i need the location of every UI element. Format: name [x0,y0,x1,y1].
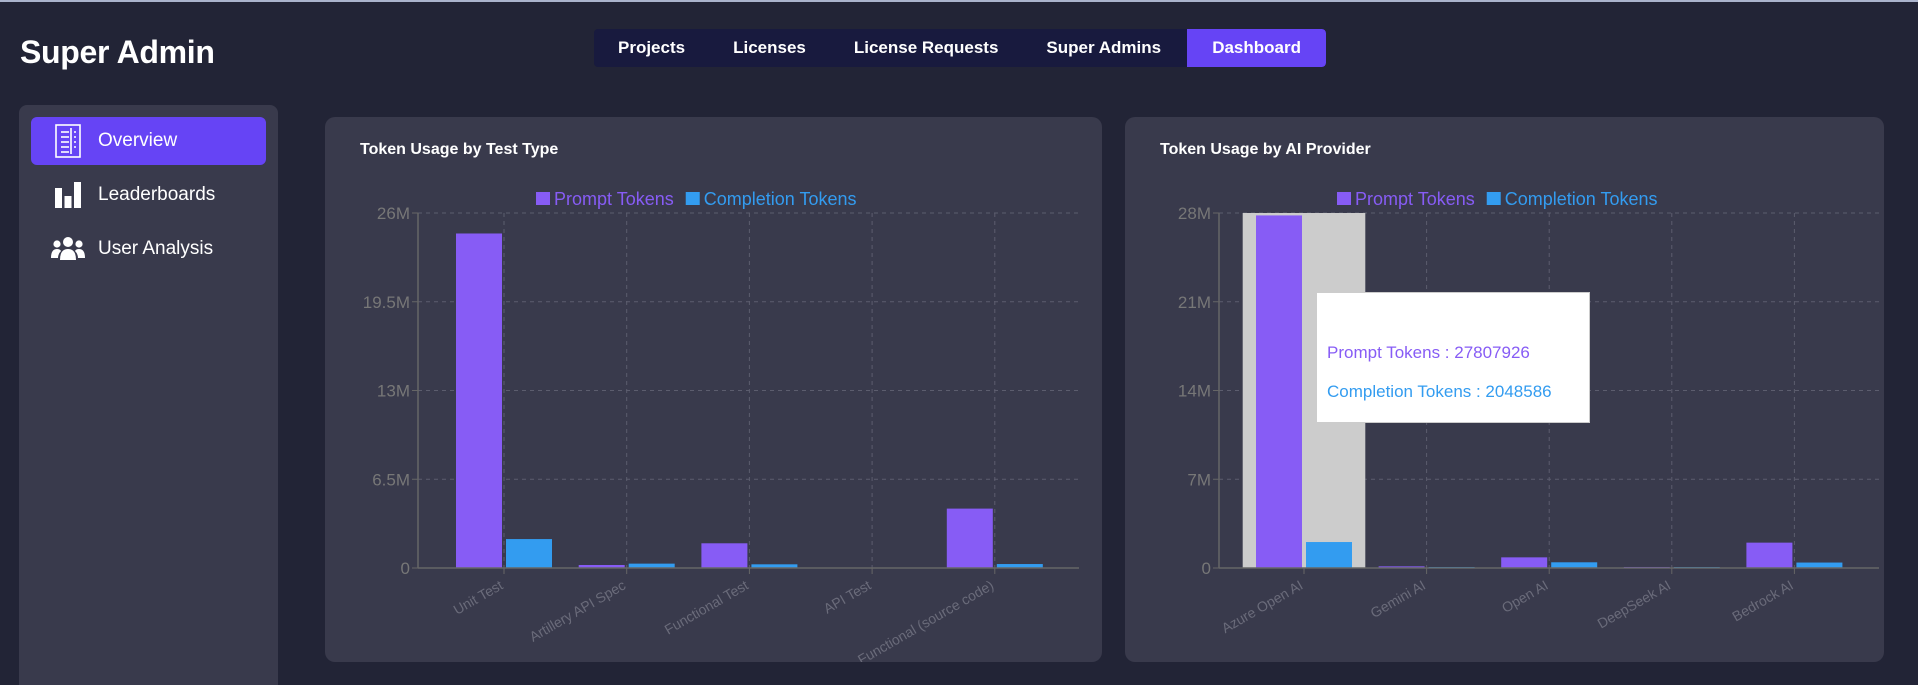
legend-label: Prompt Tokens [554,189,674,209]
legend-label: Completion Tokens [1505,189,1658,209]
sidebar-item-label: Overview [98,130,178,151]
document-list-icon [51,124,85,158]
x-tick-label: DeepSeek AI [1595,577,1674,632]
legend-swatch-prompt [536,192,550,205]
users-icon [51,232,85,266]
bar-prompt [578,564,625,568]
bar-completion [1306,542,1352,568]
sidebar-item-label: Leaderboards [98,184,216,205]
bar-chart-icon [51,178,85,212]
bar-completion [1551,562,1598,568]
bar-prompt [1378,566,1425,568]
sidebar-item-label: User Analysis [98,238,214,259]
sidebar-item-leaderboards[interactable]: Leaderboards [31,171,266,219]
x-tick-label: API Test [821,577,874,617]
sidebar-item-user-analysis[interactable]: User Analysis [31,225,266,273]
y-tick-label: 26M [377,204,410,223]
app-title: Super Admin [20,34,215,70]
bar-completion [751,564,798,568]
y-tick-label: 13M [377,382,410,401]
y-tick-label: 0 [401,559,410,578]
y-tick-label: 21M [1178,293,1211,312]
tab-license-requests[interactable]: License Requests [853,38,999,57]
bar-prompt [946,508,993,568]
x-tick-label: Artillery API Spec [527,577,629,645]
bar-prompt [456,233,502,568]
tab-super-admins[interactable]: Super Admins [1046,38,1162,57]
legend-swatch-completion [685,192,700,205]
bar-prompt [1746,542,1793,568]
sidebar: Overview Leaderboards User Analysis [19,105,278,685]
tab-licenses[interactable]: Licenses [733,38,806,57]
legend-swatch-prompt [1337,192,1351,205]
x-tick-label: Functional (source code) [855,577,996,662]
tooltip-completion: Completion Tokens : 2048586 [1327,382,1552,401]
sidebar-item-overview[interactable]: Overview [31,117,266,165]
x-tick-label: Unit Test [451,577,506,618]
x-tick-label: Open AI [1499,577,1551,616]
bar-prompt [1256,215,1302,568]
legend-swatch-completion [1486,192,1501,205]
chart-tooltip: Prompt Tokens : 27807926 Completion Toke… [1316,292,1590,423]
test-type-bar-chart: 0 6.5M 13M 19.5M 26M Unit Test Artillery API S… [363,189,1079,662]
bar-completion [628,563,675,568]
bar-completion [1796,562,1843,568]
y-tick-label: 19.5M [363,293,410,312]
y-tick-label: 7M [1187,470,1211,489]
bar-prompt [1501,557,1548,568]
test-type-chart-panel: Token Usage by Test Type 0 6.5M 13M 19.5M 26… [325,117,1102,662]
legend-label: Completion Tokens [704,189,857,209]
tab-projects[interactable]: Projects [618,38,686,57]
top-nav: Projects Licenses License Requests Super… [594,29,1326,67]
x-tick-label: Azure Open AI [1219,577,1306,636]
tab-dashboard[interactable]: Dashboard [1187,29,1326,67]
y-tick-label: 28M [1178,204,1211,223]
tooltip-prompt: Prompt Tokens : 27807926 [1327,343,1530,362]
legend-label: Prompt Tokens [1355,189,1475,209]
x-tick-label: Bedrock AI [1729,577,1796,625]
top-border [0,0,1918,2]
bar-completion [996,564,1043,568]
x-tick-label: Gemini AI [1368,577,1429,621]
y-tick-label: 14M [1178,382,1211,401]
ai-provider-bar-chart: 0 7M 14M 21M 28M Azure Open AI Gemini AI Open A… [1178,189,1879,636]
y-tick-label: 0 [1202,559,1211,578]
chart-title: Token Usage by Test Type [360,141,559,158]
bar-prompt [701,543,748,568]
y-tick-label: 6.5M [372,470,410,489]
chart-title: Token Usage by AI Provider [1160,141,1371,158]
x-tick-label: Functional Test [662,577,751,638]
bar-completion [506,539,552,568]
